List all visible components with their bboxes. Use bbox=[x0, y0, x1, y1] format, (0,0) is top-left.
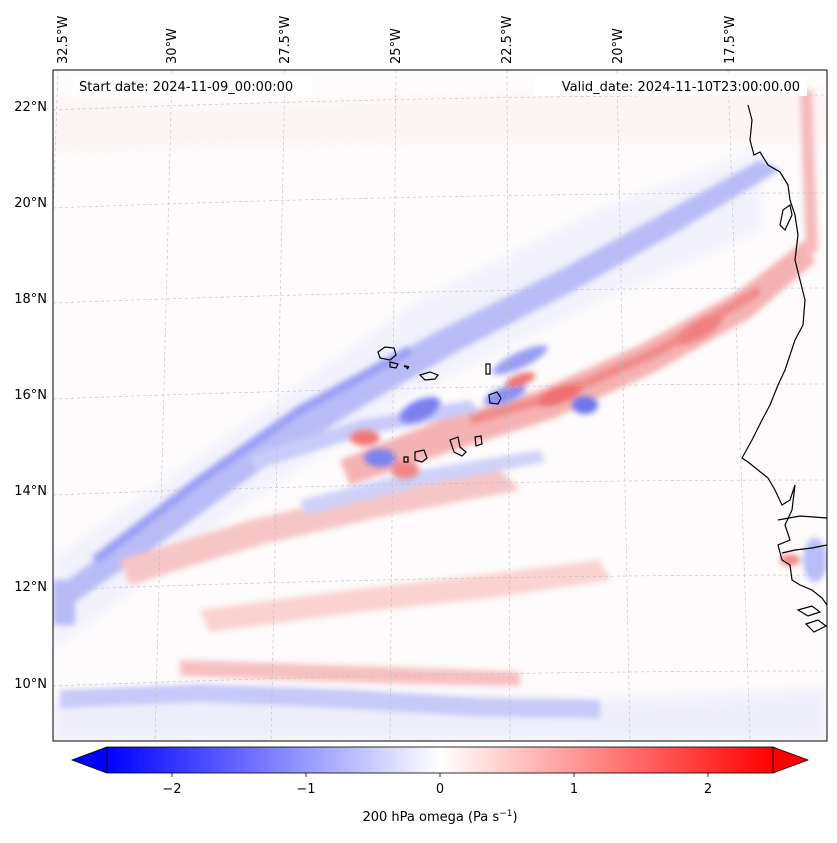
descent-core bbox=[350, 430, 380, 446]
ascent-band bbox=[53, 580, 75, 625]
gambia-river-coast bbox=[781, 544, 827, 554]
colorbar-tick-label: 0 bbox=[436, 782, 444, 797]
lat-label: 12°N bbox=[14, 580, 47, 595]
colorbar-tick-label: −1 bbox=[296, 782, 315, 797]
longitude-labels: 32.5°W 30°W 27.5°W 25°W 22.5°W 20°W 17.5… bbox=[56, 16, 738, 64]
colorbar-label-exponent: −1 bbox=[499, 809, 512, 819]
colorbar-label-text: 200 hPa omega (Pa s bbox=[362, 810, 499, 825]
senegal-coast-segment bbox=[777, 515, 827, 521]
descent-core bbox=[504, 372, 536, 388]
lon-label: 17.5°W bbox=[723, 16, 738, 64]
island-boa-vista bbox=[488, 391, 502, 405]
ascent-core bbox=[572, 396, 598, 414]
lon-label: 32.5°W bbox=[56, 16, 71, 64]
gridline-20N bbox=[53, 192, 827, 209]
descent-band bbox=[800, 90, 818, 260]
lon-label: 30°W bbox=[165, 28, 180, 64]
descent-core bbox=[677, 315, 723, 345]
lat-label: 18°N bbox=[14, 292, 47, 307]
omega-field bbox=[53, 90, 827, 741]
descent-band bbox=[120, 470, 520, 585]
island-sao-vicente bbox=[389, 361, 399, 369]
bijagos-island bbox=[804, 619, 827, 633]
ascent-band bbox=[300, 450, 545, 515]
ascent-band bbox=[92, 346, 413, 564]
ascent-core bbox=[364, 449, 396, 467]
ascent-core bbox=[803, 538, 827, 582]
gridline-17.5W bbox=[727, 70, 751, 741]
ascent-band bbox=[55, 160, 780, 612]
gridline-22N bbox=[53, 94, 827, 111]
lat-label: 10°N bbox=[14, 677, 47, 692]
island-santa-luzia bbox=[403, 365, 410, 370]
lon-label: 25°W bbox=[389, 28, 404, 64]
descent-core bbox=[539, 384, 581, 406]
colorbar-gradient bbox=[107, 747, 773, 773]
island-maio bbox=[474, 435, 483, 447]
start-date-label: Start date: 2024-11-09_00:00:00 bbox=[79, 80, 293, 95]
ascent-band bbox=[60, 684, 600, 718]
graticule bbox=[53, 70, 827, 741]
gridline-27.5W bbox=[270, 70, 286, 741]
lat-label: 14°N bbox=[14, 484, 47, 499]
colorbar-label-close: ) bbox=[512, 810, 517, 825]
colorbar-tick-label: 1 bbox=[570, 782, 578, 797]
colorbar: −2 −1 0 1 2 200 hPa omega (Pa s−1) bbox=[70, 746, 810, 825]
descent-core bbox=[780, 554, 800, 566]
lat-label: 22°N bbox=[14, 100, 47, 115]
colorbar-extend-low bbox=[70, 746, 108, 774]
island-sal bbox=[485, 363, 491, 375]
valid-date-box bbox=[535, 76, 807, 96]
gridline-30W bbox=[154, 70, 173, 741]
descent-core bbox=[391, 461, 419, 479]
colorbar-tick-label: −2 bbox=[162, 782, 181, 797]
island-santo-antao bbox=[377, 346, 397, 361]
africa-coastline bbox=[741, 104, 827, 606]
gridline-20W bbox=[616, 70, 631, 741]
gridline-14N bbox=[53, 479, 827, 496]
gridline-18N bbox=[53, 287, 827, 304]
lon-label: 27.5°W bbox=[278, 16, 293, 64]
canary-coast-segment bbox=[779, 203, 793, 232]
descent-band bbox=[200, 560, 610, 632]
gridline-10N bbox=[53, 670, 827, 687]
island-brava bbox=[403, 456, 409, 463]
colorbar-tick-labels: −2 −1 0 1 2 bbox=[162, 782, 712, 797]
descent-band bbox=[340, 240, 815, 485]
latitude-labels: 22°N 20°N 18°N 16°N 14°N 12°N 10°N bbox=[14, 100, 47, 692]
lat-label: 20°N bbox=[14, 196, 47, 211]
colorbar-extend-high bbox=[772, 746, 810, 774]
gridline-25W bbox=[389, 70, 397, 741]
lon-label: 20°W bbox=[611, 28, 626, 64]
cape-verde-islands bbox=[377, 346, 502, 463]
ascent-core bbox=[492, 345, 548, 375]
ascent-core bbox=[484, 384, 526, 406]
coastlines bbox=[741, 104, 827, 633]
lon-label: 22.5°W bbox=[500, 16, 515, 64]
island-santiago bbox=[449, 436, 467, 457]
island-fogo bbox=[414, 449, 428, 463]
bijagos-island bbox=[796, 605, 822, 617]
valid-date-label: Valid_date: 2024-11-10T23:00:00.00 bbox=[562, 80, 800, 95]
island-sao-nicolau bbox=[418, 371, 439, 381]
gridline-22.5W bbox=[506, 70, 511, 741]
colorbar-ticks bbox=[171, 773, 709, 777]
colorbar-label: 200 hPa omega (Pa s−1) bbox=[362, 809, 517, 825]
descent-region bbox=[53, 90, 827, 150]
ascent-core bbox=[399, 397, 441, 423]
descent-band bbox=[180, 660, 520, 686]
map-frame bbox=[52, 69, 828, 742]
start-date-box bbox=[72, 76, 312, 96]
lat-label: 16°N bbox=[14, 388, 47, 403]
map-panel[interactable]: Start date: 2024-11-09_00:00:00 Valid_da… bbox=[35, 69, 828, 742]
colorbar-tick-label: 2 bbox=[704, 782, 712, 797]
gridline-12N bbox=[53, 574, 827, 591]
